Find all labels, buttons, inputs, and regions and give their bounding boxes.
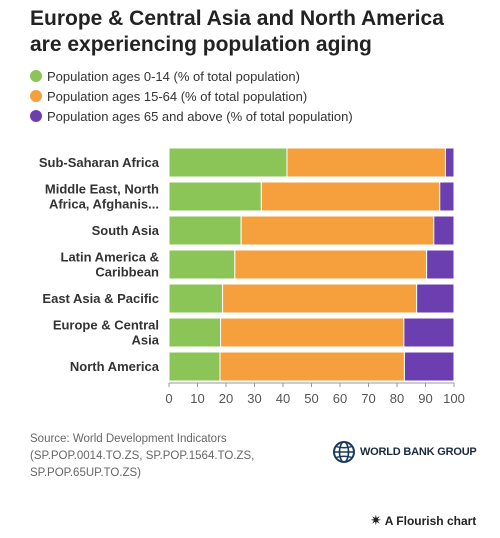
source-line: (SP.POP.0014.TO.ZS, SP.POP.1564.TO.ZS, [30,450,255,462]
bar-segment-ages-0-14[interactable] [168,181,262,212]
x-tick-label: 20 [219,391,233,406]
bar-segment-ages-15-64[interactable] [260,181,441,212]
bar-segment-ages-65-up[interactable] [426,249,455,280]
x-tick-label: 0 [165,391,172,406]
bar-segment-ages-65-up[interactable] [403,317,455,348]
bar-segment-ages-65-up[interactable] [403,351,455,382]
bar-segment-ages-15-64[interactable] [219,351,405,382]
legend-item-ages-0-14[interactable]: Population ages 0-14 (% of total populat… [30,66,353,86]
legend-swatch-purple [30,110,42,122]
x-tick-label: 50 [304,391,318,406]
legend-swatch-orange [30,90,42,102]
source-note: Source: World Development Indicators (SP… [30,431,310,482]
source-line: SP.POP.65UP.TO.ZS) [30,467,142,479]
flourish-credit[interactable]: ✷ A Flourish chart [370,512,476,529]
bar-segment-ages-0-14[interactable] [168,215,242,246]
x-tick-label: 40 [276,391,290,406]
legend-item-ages-65-up[interactable]: Population ages 65 and above (% of total… [30,106,353,126]
x-tick-label: 100 [443,391,465,406]
bar-segment-ages-65-up[interactable] [444,147,455,178]
bar-segment-ages-0-14[interactable] [168,147,288,178]
legend-label: Population ages 15-64 (% of total popula… [47,88,308,104]
bar-segment-ages-0-14[interactable] [168,249,236,280]
category-label: Europe & Central Asia [53,318,160,348]
category-label: Latin America & Caribbean [61,250,160,280]
legend-swatch-green [30,70,42,82]
bar-segment-ages-15-64[interactable] [240,215,435,246]
bar-segment-ages-0-14[interactable] [168,317,222,348]
logo-text: WORLD BANK GROUP [360,446,477,458]
bar-segment-ages-15-64[interactable] [286,147,446,178]
category-label: Sub-Saharan Africa [39,155,160,170]
x-tick-label: 90 [418,391,432,406]
legend: Population ages 0-14 (% of total populat… [30,66,353,126]
bar-segment-ages-15-64[interactable] [222,283,418,314]
bar-segment-ages-0-14[interactable] [168,351,221,382]
x-tick-label: 70 [361,391,375,406]
category-label: South Asia [92,223,160,238]
x-tick-label: 60 [333,391,347,406]
chart-title: Europe & Central Asia and North America … [30,7,444,56]
bar-segment-ages-15-64[interactable] [220,317,405,348]
x-tick-label: 10 [190,391,204,406]
globe-icon [333,441,355,463]
category-label: East Asia & Pacific [42,291,159,306]
flourish-text: A Flourish chart [384,513,477,528]
bar-segment-ages-15-64[interactable] [234,249,428,280]
category-label: North America [70,359,160,374]
world-bank-logo[interactable]: WORLD BANK GROUP [332,440,477,464]
legend-item-ages-15-64[interactable]: Population ages 15-64 (% of total popula… [30,86,353,106]
legend-label: Population ages 0-14 (% of total populat… [47,68,300,84]
bar-segment-ages-65-up[interactable] [433,215,455,246]
source-line: Source: World Development Indicators [30,433,227,445]
x-tick-label: 30 [247,391,261,406]
x-tick-label: 80 [390,391,404,406]
legend-label: Population ages 65 and above (% of total… [47,108,353,124]
bar-segment-ages-65-up[interactable] [439,181,455,212]
category-label: Middle East, North Africa, Afghanis... [45,182,159,212]
stacked-bar-chart: Sub-Saharan Africa Middle East, North Afri… [39,147,465,406]
bar-segment-ages-65-up[interactable] [416,283,455,314]
flourish-asterisk-icon: ✷ [370,512,382,528]
bar-segment-ages-0-14[interactable] [168,283,224,314]
